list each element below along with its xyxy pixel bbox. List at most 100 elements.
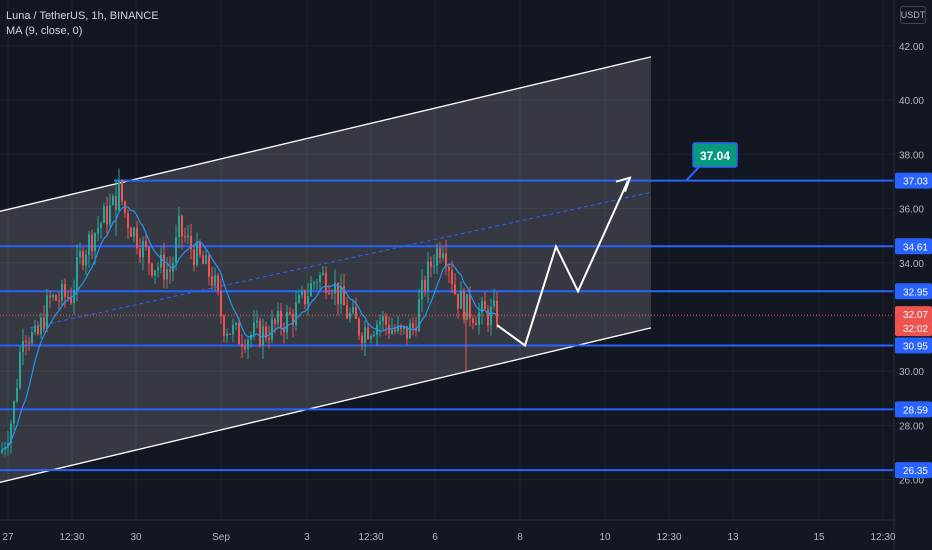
candle-body-56 bbox=[169, 269, 171, 272]
channel-mid-line bbox=[29, 191, 652, 329]
price-tick-0: 42.00 bbox=[899, 42, 924, 53]
candle-body-119 bbox=[358, 318, 360, 336]
candle-body-10 bbox=[31, 332, 33, 344]
time-tick-3: Sep bbox=[212, 532, 230, 543]
candle-body-75 bbox=[226, 333, 228, 336]
candle-body-146 bbox=[439, 248, 441, 259]
candle-body-152 bbox=[457, 293, 459, 309]
indicator-label: MA (9, close, 0) bbox=[6, 25, 83, 37]
candle-body-11 bbox=[34, 325, 36, 333]
candle-body-154 bbox=[463, 290, 465, 320]
candle-body-134 bbox=[403, 326, 405, 330]
candle-body-8 bbox=[25, 341, 27, 343]
callout-value: 37.04 bbox=[700, 149, 730, 163]
candle-body-162 bbox=[487, 309, 489, 326]
projection-path[interactable] bbox=[496, 176, 632, 348]
candle-body-79 bbox=[238, 323, 240, 345]
candle-body-44 bbox=[133, 227, 135, 237]
candle-body-102 bbox=[307, 296, 309, 305]
candle-body-158 bbox=[475, 322, 477, 326]
price-tick-4: 34.00 bbox=[899, 259, 924, 270]
ma-line bbox=[1, 205, 498, 451]
time-tick-8: 10 bbox=[599, 532, 611, 543]
candle-body-139 bbox=[418, 299, 420, 331]
time-tick-10: 13 bbox=[727, 532, 739, 543]
candle-body-147 bbox=[442, 253, 444, 259]
candle-body-72 bbox=[217, 275, 219, 291]
candle-body-135 bbox=[406, 326, 408, 339]
candle-body-6 bbox=[19, 352, 21, 388]
candle-body-19 bbox=[58, 300, 60, 302]
candle-body-42 bbox=[127, 213, 129, 229]
candle-body-66 bbox=[199, 241, 201, 256]
candle-body-104 bbox=[313, 282, 315, 284]
candle-body-163 bbox=[490, 306, 492, 326]
candle-body-110 bbox=[331, 293, 333, 295]
candle-body-130 bbox=[391, 329, 393, 334]
candle-body-123 bbox=[370, 335, 372, 339]
price-label-6: 28.59 bbox=[903, 405, 928, 416]
candle-body-26 bbox=[79, 251, 81, 257]
candle-body-32 bbox=[97, 227, 99, 234]
candle-body-4 bbox=[13, 401, 15, 424]
candle-body-111 bbox=[334, 282, 336, 294]
candle-body-46 bbox=[139, 248, 141, 258]
candle-body-28 bbox=[85, 254, 87, 266]
candle-body-20 bbox=[61, 283, 63, 301]
time-tick-0: 27 bbox=[2, 532, 14, 543]
candle-body-41 bbox=[124, 201, 126, 214]
candle-body-30 bbox=[91, 234, 93, 252]
candle-body-115 bbox=[346, 305, 348, 319]
time-tick-7: 8 bbox=[517, 532, 523, 543]
price-label-box-5 bbox=[895, 337, 932, 354]
candle-body-9 bbox=[28, 342, 30, 344]
time-tick-6: 6 bbox=[432, 532, 438, 543]
time-axis[interactable]: 27 12:30 30 Sep 3 12:30 6 8 10 12:30 13 15 12:30 bbox=[0, 519, 896, 543]
candle-body-67 bbox=[202, 255, 204, 264]
candle-body-113 bbox=[340, 285, 342, 305]
price-axis[interactable]: 42.0040.0038.0036.0034.0032.0030.0028.00… bbox=[893, 0, 932, 550]
candle-body-132 bbox=[397, 325, 399, 332]
candle-body-157 bbox=[472, 318, 474, 323]
candle-body-81 bbox=[244, 346, 246, 350]
time-tick-1: 12:30 bbox=[59, 532, 84, 543]
candle-body-150 bbox=[451, 270, 453, 285]
candle-body-100 bbox=[301, 290, 303, 296]
candle-body-36 bbox=[109, 205, 111, 225]
candle-body-68 bbox=[205, 255, 207, 264]
candle-body-71 bbox=[214, 275, 216, 286]
price-label-5: 30.95 bbox=[903, 341, 928, 352]
candle-body-156 bbox=[469, 294, 471, 319]
candle-body-62 bbox=[187, 235, 189, 238]
candle-body-165 bbox=[496, 300, 498, 325]
candle-body-22 bbox=[67, 296, 69, 298]
callout-pointer bbox=[685, 165, 701, 182]
time-tick-11: 15 bbox=[813, 532, 825, 543]
candle-body-128 bbox=[385, 316, 387, 325]
candle-body-108 bbox=[325, 272, 327, 293]
candle-body-12 bbox=[37, 325, 39, 334]
candle-body-25 bbox=[76, 256, 78, 290]
candle-body-69 bbox=[208, 255, 210, 277]
candle-body-13 bbox=[40, 317, 42, 334]
candle-body-76 bbox=[229, 333, 231, 335]
candle-body-59 bbox=[178, 215, 180, 237]
price-label-box-3 bbox=[895, 306, 932, 323]
currency-button[interactable]: USDT bbox=[900, 6, 926, 24]
candle-body-53 bbox=[160, 254, 162, 268]
candle-body-7 bbox=[22, 341, 24, 353]
candle-body-0 bbox=[1, 449, 3, 453]
candle-body-3 bbox=[10, 423, 12, 443]
candle-body-70 bbox=[211, 276, 213, 286]
candle-body-82 bbox=[247, 339, 249, 350]
target-callout[interactable]: 37.04 bbox=[685, 142, 738, 182]
candle-body-106 bbox=[319, 274, 321, 283]
price-tick-3: 36.00 bbox=[899, 205, 924, 216]
candle-body-148 bbox=[445, 253, 447, 267]
candle-body-40 bbox=[121, 179, 123, 202]
candle-body-141 bbox=[424, 279, 426, 292]
candle-body-86 bbox=[259, 320, 261, 346]
candle-body-85 bbox=[256, 320, 258, 323]
candle-body-118 bbox=[355, 307, 357, 319]
